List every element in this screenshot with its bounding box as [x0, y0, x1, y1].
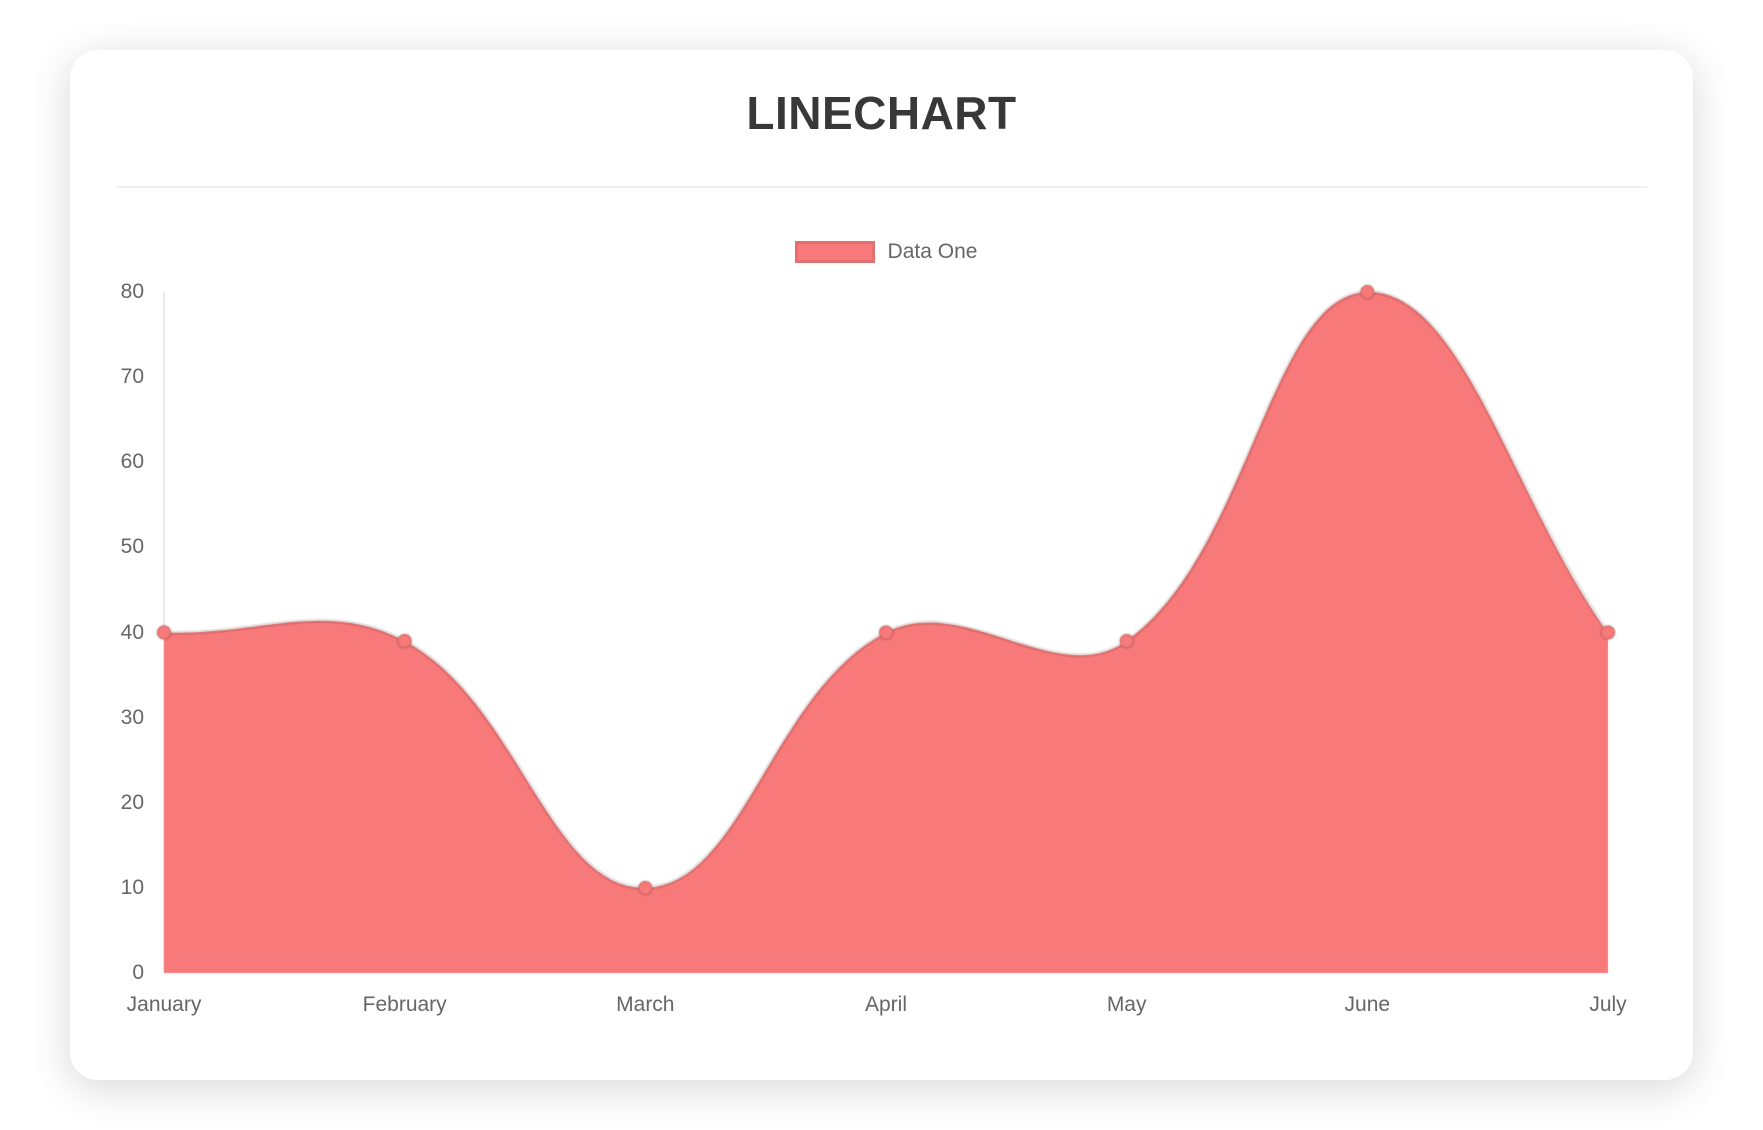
line-chart-canvas[interactable] [70, 50, 1693, 1080]
chart-legend[interactable]: Data One [164, 240, 1608, 264]
chart-title: LINECHART [746, 87, 1017, 139]
legend-swatch [794, 241, 875, 263]
legend-label: Data One [887, 240, 978, 263]
chart-card: LINECHART Data One 0 10 20 30 40 50 60 70 80 Jan… [70, 50, 1693, 1080]
title-divider [116, 186, 1647, 188]
